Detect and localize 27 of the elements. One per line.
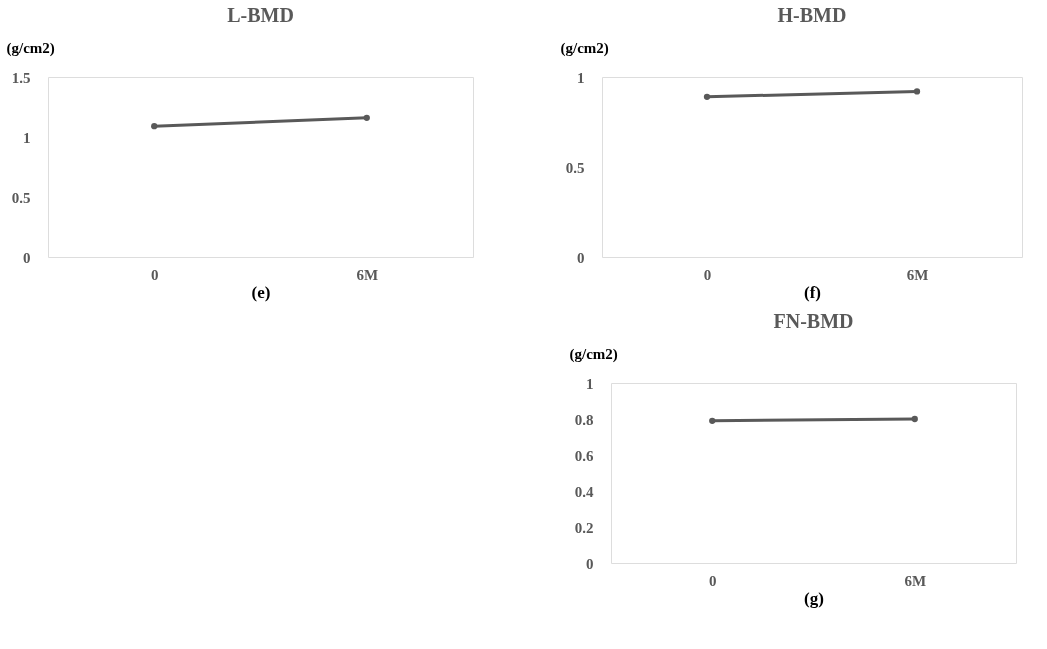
y-tick-label: 0.4: [574, 483, 594, 500]
y-tick-label: 0: [577, 249, 585, 266]
x-tick-label: 6M: [906, 266, 929, 283]
x-axis-title: (f): [804, 282, 821, 302]
y-axis-title: (g/cm2): [560, 39, 609, 57]
y-tick-label: 0.5: [11, 189, 31, 206]
chart-title: FN-BMD: [773, 310, 854, 332]
chart-title: H-BMD: [777, 4, 847, 26]
x-axis-title: (g): [804, 588, 824, 608]
y-tick-label: 1: [577, 69, 585, 86]
y-tick-label: 0.8: [574, 411, 594, 428]
x-tick-label: 0: [703, 266, 712, 283]
chart-title: L-BMD: [227, 4, 294, 26]
y-axis-title: (g/cm2): [569, 345, 618, 363]
y-tick-label: 0.6: [574, 447, 594, 464]
x-tick-label: 6M: [904, 572, 927, 589]
y-tick-label: 1: [23, 129, 31, 146]
x-axis-title: (e): [251, 282, 271, 302]
y-tick-label: 1.5: [11, 69, 31, 86]
x-tick-label: 6M: [356, 266, 379, 283]
y-axis-title: (g/cm2): [6, 39, 55, 57]
y-tick-label: 1: [586, 375, 594, 392]
y-tick-label: 0: [586, 555, 594, 572]
y-tick-label: 0: [23, 249, 31, 266]
y-tick-label: 0.2: [574, 519, 594, 536]
y-tick-label: 0.5: [565, 159, 585, 176]
x-tick-label: 0: [151, 266, 159, 283]
